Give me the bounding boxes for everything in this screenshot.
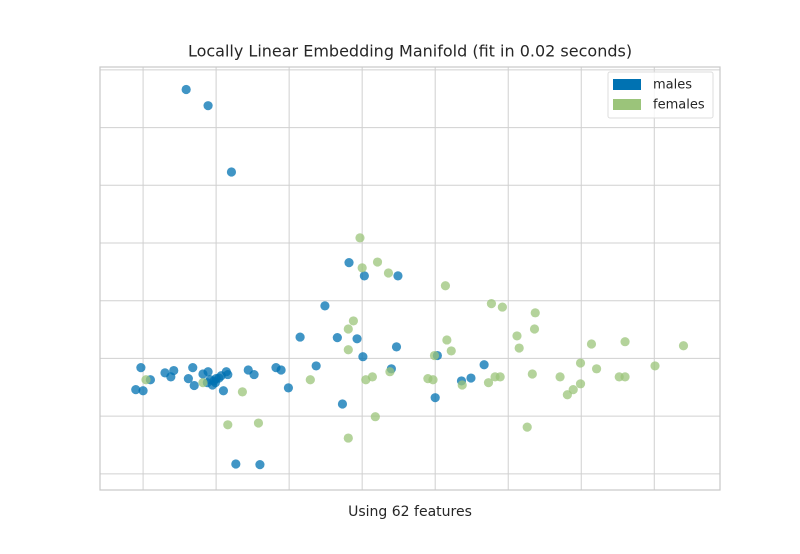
point (305, 375, 315, 385)
point (391, 342, 402, 352)
point (393, 271, 403, 281)
point (131, 384, 141, 395)
point (138, 386, 148, 396)
point (181, 84, 191, 95)
point (343, 324, 353, 334)
point (370, 412, 380, 422)
grid (100, 67, 720, 490)
legend: males females (607, 71, 714, 119)
x-axis-label: Using 62 features (348, 504, 472, 520)
point (343, 345, 353, 355)
point (226, 167, 237, 177)
point (457, 380, 467, 390)
point (223, 369, 233, 380)
point (575, 358, 586, 368)
point (332, 333, 342, 343)
point (320, 301, 330, 311)
point (343, 433, 353, 443)
point (495, 372, 505, 382)
point (255, 460, 265, 470)
point (497, 302, 507, 312)
point (311, 361, 321, 371)
point (512, 331, 522, 341)
point (591, 364, 602, 374)
point (358, 352, 368, 362)
point (223, 420, 233, 430)
point (344, 258, 354, 268)
point (527, 369, 537, 379)
point (678, 341, 689, 351)
points (131, 84, 689, 470)
point (575, 379, 586, 389)
point (231, 459, 241, 469)
point (188, 363, 198, 373)
point (203, 101, 213, 111)
point (620, 337, 630, 347)
point (620, 372, 630, 382)
point (446, 346, 456, 356)
legend-label: males (653, 78, 692, 93)
legend-swatch (613, 99, 641, 110)
legend-label: females (653, 98, 705, 113)
point (430, 393, 440, 403)
point (586, 339, 597, 349)
point (218, 386, 229, 396)
point (355, 233, 365, 243)
plot-frame (99, 66, 721, 491)
point (385, 367, 395, 377)
point (440, 281, 451, 291)
point (530, 308, 540, 318)
point (442, 335, 452, 345)
point (562, 390, 572, 400)
point (522, 422, 532, 432)
point (529, 324, 540, 334)
point (183, 374, 193, 384)
point (198, 378, 208, 388)
point (383, 268, 394, 278)
point (352, 334, 362, 344)
point (203, 367, 213, 377)
point (283, 383, 294, 393)
point (429, 350, 440, 361)
point (428, 375, 438, 385)
point (555, 372, 565, 382)
point (372, 257, 383, 267)
point (141, 375, 151, 385)
point (189, 380, 199, 391)
point (249, 369, 259, 380)
point (357, 263, 367, 273)
point (359, 271, 369, 281)
chart-title: Locally Linear Embedding Manifold (fit i… (188, 42, 632, 61)
legend-swatch (613, 79, 641, 90)
point (237, 387, 248, 397)
point (210, 378, 220, 388)
point (514, 343, 524, 353)
point (486, 299, 497, 309)
point (337, 399, 348, 409)
point (483, 378, 494, 388)
point (295, 332, 305, 342)
point (348, 316, 359, 326)
point (466, 373, 476, 383)
point (361, 375, 371, 385)
point (479, 360, 489, 370)
point (276, 365, 286, 375)
point (253, 418, 264, 428)
point (650, 361, 660, 371)
point (136, 363, 146, 373)
point (166, 372, 176, 382)
